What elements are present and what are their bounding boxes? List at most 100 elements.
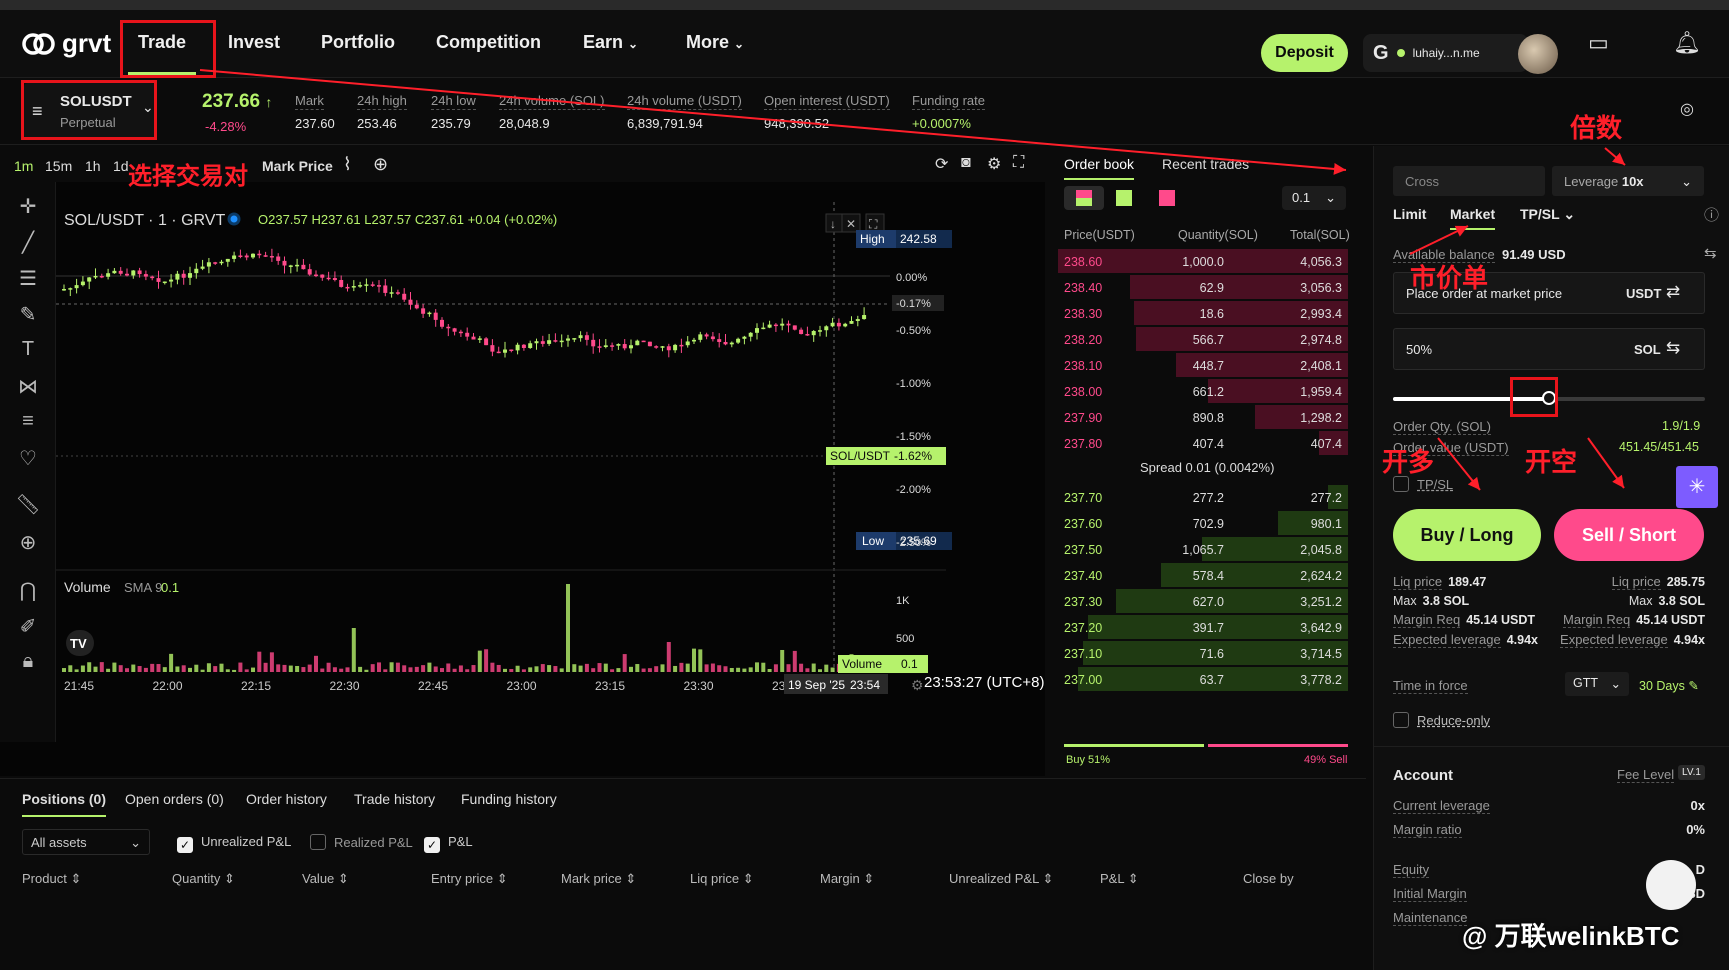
refresh-icon[interactable]: ⟳	[935, 156, 949, 173]
col-product[interactable]: Product ⇕	[22, 871, 81, 887]
col-margin[interactable]: Margin ⇕	[820, 871, 874, 887]
bell-icon[interactable]: 🔔︎	[1673, 30, 1701, 55]
transfer-icon[interactable]: ⇆	[1704, 245, 1717, 262]
candlestick-chart[interactable]: SOL/USDT · 1 · GRVT O237.57 H237.61 L237…	[56, 182, 1045, 776]
wallet-pill[interactable]: G luhaiy...n.me	[1363, 34, 1528, 72]
sparkle-assistant-icon[interactable]: ✳	[1676, 466, 1718, 508]
nav-competition[interactable]: Competition	[436, 32, 541, 52]
camera-icon[interactable]: ◙	[961, 154, 971, 171]
avatar[interactable]	[1518, 34, 1558, 74]
assets-select[interactable]: All assets ⌄	[22, 829, 150, 855]
pnl-checkbox[interactable]: ✓ P&L	[424, 834, 473, 853]
ask-row[interactable]: 238.10 448.7 2,408.1	[1048, 352, 1366, 378]
col-quantity[interactable]: Quantity ⇕	[172, 871, 235, 887]
tf-1d[interactable]: 1d	[113, 158, 129, 174]
bid-row[interactable]: 237.50 1,065.7 2,045.8	[1048, 536, 1366, 562]
zoom-icon[interactable]: ⊕	[19, 532, 37, 554]
expand-icon[interactable]: ⛶	[868, 217, 878, 231]
ask-row[interactable]: 237.90 890.8 1,298.2	[1048, 404, 1366, 430]
tick-size-select[interactable]: 0.1 ⌄	[1282, 186, 1346, 210]
reduce-only-checkbox[interactable]: Reduce-only	[1393, 712, 1490, 728]
bid-row[interactable]: 237.00 63.7 3,778.2	[1048, 666, 1366, 692]
quantity-field[interactable]: 50% SOL ⇆	[1393, 328, 1705, 370]
gear-icon[interactable]: ⚙	[911, 677, 924, 693]
tab-trade-history[interactable]: Trade history	[354, 791, 436, 807]
margin-mode-select[interactable]: Cross	[1393, 166, 1545, 196]
measure-lines-icon[interactable]: ≡	[22, 410, 34, 432]
bids-view-icon[interactable]	[1116, 190, 1132, 206]
close-icon[interactable]: ✕	[846, 217, 856, 231]
tab-open-orders[interactable]: Open orders (0)	[125, 791, 224, 807]
col-entry-price[interactable]: Entry price ⇕	[431, 871, 508, 887]
line-chart-icon[interactable]: ⌇	[343, 154, 352, 174]
tab-funding-history[interactable]: Funding history	[461, 791, 557, 807]
deposit-button[interactable]: Deposit	[1261, 34, 1348, 72]
realized-pnl-checkbox[interactable]: Realized P&L	[310, 834, 413, 850]
magnet-icon[interactable]: ⋂	[19, 580, 37, 602]
add-indicator-icon[interactable]: ⊕	[373, 154, 389, 174]
horizontal-lines-icon[interactable]: ☰	[19, 268, 37, 290]
brush-icon[interactable]: ✎	[19, 304, 37, 326]
sell-short-button[interactable]: Sell / Short	[1554, 509, 1704, 561]
layout-icon[interactable]: ▭	[1588, 30, 1609, 55]
nav-earn[interactable]: Earn ⌄	[583, 32, 638, 53]
swap-icon[interactable]: ⇆	[1666, 338, 1681, 357]
pencil-lock-icon[interactable]: ✐	[19, 616, 37, 638]
crosshair-icon[interactable]: ✛	[19, 196, 37, 218]
mark-price-toggle[interactable]: Mark Price	[262, 158, 333, 174]
ask-row[interactable]: 238.30 18.6 2,993.4	[1048, 300, 1366, 326]
col-unrealized-pnl[interactable]: Unrealized P&L ⇕	[949, 871, 1053, 887]
bid-row[interactable]: 237.60 702.9 980.1	[1048, 510, 1366, 536]
tif-select[interactable]: GTT ⌄	[1565, 672, 1629, 696]
col-liq-price[interactable]: Liq price ⇕	[690, 871, 754, 887]
text-icon[interactable]: T	[21, 338, 35, 360]
tab-order-book[interactable]: Order book	[1064, 156, 1135, 180]
bid-row[interactable]: 237.20 391.7 3,642.9	[1048, 614, 1366, 640]
nav-portfolio[interactable]: Portfolio	[321, 32, 395, 52]
nav-trade[interactable]: Trade	[127, 32, 197, 75]
symbol-selector[interactable]: ≡ SOLUSDT Perpetual ⌄	[24, 83, 156, 139]
unrealized-pnl-checkbox[interactable]: ✓ Unrealized P&L	[177, 834, 291, 853]
tab-recent-trades[interactable]: Recent trades	[1162, 156, 1250, 172]
lock-icon[interactable]: 🔒︎	[22, 650, 34, 672]
order-type-limit[interactable]: Limit	[1393, 206, 1427, 222]
tradingview-logo-icon[interactable]: TV	[70, 636, 87, 651]
chat-bubble-icon[interactable]	[1646, 860, 1696, 910]
heart-icon[interactable]: ♡	[19, 448, 37, 470]
gtt-days[interactable]: 30 Days ✎	[1639, 678, 1699, 693]
nav-invest[interactable]: Invest	[228, 32, 281, 52]
ask-row[interactable]: 238.20 566.7 2,974.8	[1048, 326, 1366, 352]
ask-row[interactable]: 238.40 62.9 3,056.3	[1048, 274, 1366, 300]
leverage-select[interactable]: Leverage 10x ⌄	[1552, 166, 1704, 196]
fullscreen-icon[interactable]: ⛶	[1013, 154, 1025, 171]
col-mark-price[interactable]: Mark price ⇕	[561, 871, 636, 887]
tf-1h[interactable]: 1h	[85, 158, 101, 174]
order-type-tpsl[interactable]: TP/SL ⌄	[1520, 206, 1575, 223]
col-value[interactable]: Value ⇕	[302, 871, 349, 887]
bid-row[interactable]: 237.10 71.6 3,714.5	[1048, 640, 1366, 666]
settings-icon[interactable]: ⚙	[987, 156, 1002, 173]
info-icon[interactable]: ⓘ	[1704, 207, 1720, 224]
trendline-icon[interactable]: ╱	[21, 232, 35, 254]
tab-order-history[interactable]: Order history	[246, 791, 327, 807]
pattern-icon[interactable]: ⋈	[18, 376, 38, 398]
ruler-icon[interactable]: 📏︎	[15, 494, 41, 516]
tab-positions[interactable]: Positions (0)	[22, 791, 107, 817]
bid-row[interactable]: 237.70 277.2 277.2	[1048, 484, 1366, 510]
nav-more[interactable]: More ⌄	[686, 32, 744, 53]
order-type-market[interactable]: Market	[1450, 206, 1496, 230]
bid-row[interactable]: 237.40 578.4 2,624.2	[1048, 562, 1366, 588]
ask-row[interactable]: 238.60 1,000.0 4,056.3	[1048, 248, 1366, 274]
ask-row[interactable]: 238.00 661.2 1,959.4	[1048, 378, 1366, 404]
settings-icon[interactable]: ◎	[1680, 101, 1694, 118]
grvt-logo[interactable]: grvt	[22, 28, 111, 59]
ask-row[interactable]: 237.80 407.4 407.4	[1048, 430, 1366, 456]
asks-view-icon[interactable]	[1159, 190, 1175, 206]
tf-15m[interactable]: 15m	[45, 158, 73, 174]
down-icon[interactable]: ↓	[830, 217, 836, 231]
exchange-icon[interactable]: ⇄	[1666, 282, 1681, 301]
market-price-field[interactable]: Place order at market price USDT ⇄	[1393, 272, 1705, 314]
tf-1m[interactable]: 1m	[14, 158, 34, 174]
bid-row[interactable]: 237.30 627.0 3,251.2	[1048, 588, 1366, 614]
col-pnl[interactable]: P&L ⇕	[1100, 871, 1139, 887]
